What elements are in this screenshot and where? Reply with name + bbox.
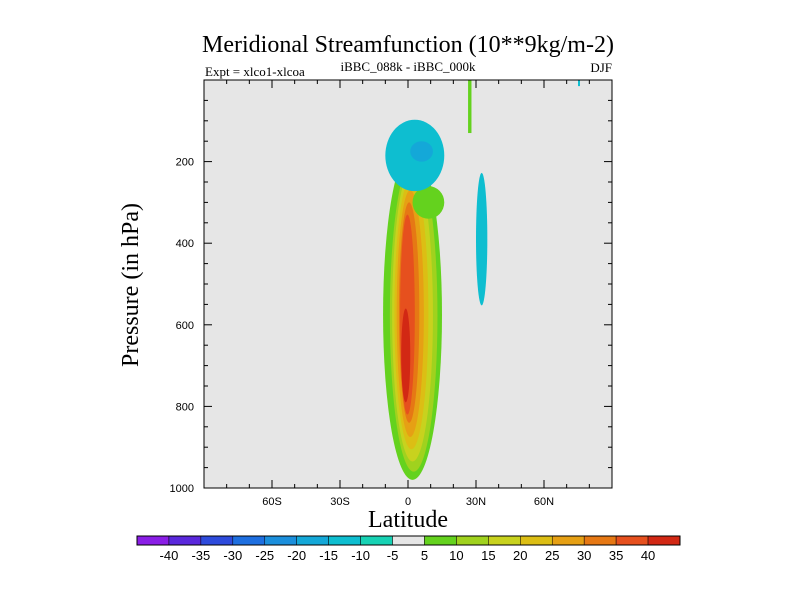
- colorbar-swatch: [136, 535, 170, 546]
- colorbar-label: 10: [449, 548, 463, 563]
- tick-labels: 60S 30S 0 30N 60N 200 400 600 800 1000: [170, 157, 555, 508]
- colorbar-label: -5: [387, 548, 399, 563]
- positive-filament-30n: [468, 80, 472, 134]
- colorbar-label: 5: [421, 548, 428, 563]
- colorbar-swatch: [551, 535, 585, 546]
- x-tick-label: 60S: [262, 496, 282, 508]
- colorbar-label: 40: [641, 548, 655, 563]
- y-axis-label: Pressure (in hPa): [118, 203, 144, 367]
- axis-ticks: [204, 80, 612, 488]
- comparison-label: iBBC_088k - iBBC_000k: [340, 59, 476, 74]
- negative-speck-75n: [578, 80, 580, 87]
- colorbar-label: 15: [481, 548, 495, 563]
- experiment-label: Expt = xlco1-xlcoa: [205, 64, 305, 79]
- contour-fills: [383, 80, 580, 480]
- x-tick-label: 0: [405, 496, 411, 508]
- colorbar-label: -15: [319, 548, 338, 563]
- positive-contour-40: [401, 308, 411, 403]
- colorbar-swatch: [200, 535, 234, 546]
- negative-contour-upper-core: [410, 141, 433, 162]
- season-label: DJF: [590, 60, 612, 75]
- colorbar-label: -30: [223, 548, 242, 563]
- chart-title: Meridional Streamfunction (10**9kg/m-2): [202, 32, 614, 58]
- y-tick-label: 800: [176, 401, 194, 413]
- colorbar-swatch: [424, 535, 457, 546]
- y-tick-label: 400: [176, 238, 194, 250]
- colorbar-label: -20: [287, 548, 306, 563]
- colorbar-label: 25: [545, 548, 559, 563]
- colorbar-swatch: [296, 535, 329, 546]
- colorbar-label: 20: [513, 548, 527, 563]
- colorbar-swatch: [583, 535, 617, 546]
- colorbar-label: -25: [255, 548, 274, 563]
- colorbar-label: -35: [191, 548, 210, 563]
- colorbar-swatch: [232, 535, 266, 546]
- colorbar-label: 35: [609, 548, 623, 563]
- y-tick-label: 1000: [170, 483, 194, 495]
- colorbar-swatch: [647, 535, 681, 546]
- colorbar-label: -40: [160, 548, 179, 563]
- colorbar-swatch: [615, 535, 649, 546]
- colorbar-swatch: [392, 535, 425, 546]
- y-tick-label: 600: [176, 320, 194, 332]
- colorbar-label: 30: [577, 548, 591, 563]
- colorbar-swatch: [168, 535, 202, 546]
- colorbar-swatch: [328, 535, 361, 546]
- x-tick-label: 60N: [534, 496, 554, 508]
- x-axis-label: Latitude: [368, 507, 448, 533]
- colorbar-swatch: [360, 535, 393, 546]
- colorbar-swatch: [488, 535, 521, 546]
- colorbar-frame: [136, 535, 681, 546]
- colorbar: -40 -35 -30 -25 -20 -15 -10 -5 5 10 15 20 25 30 35 40: [136, 535, 681, 563]
- colorbar-label: -10: [351, 548, 370, 563]
- x-tick-label: 30S: [330, 496, 350, 508]
- x-tick-label: 30N: [466, 496, 486, 508]
- y-tick-label: 200: [176, 157, 194, 169]
- colorbar-swatch: [264, 535, 297, 546]
- colorbar-swatch: [456, 535, 489, 546]
- positive-contour-shoulder: [412, 186, 445, 219]
- plot-frame: [203, 79, 613, 489]
- colorbar-swatch: [520, 535, 553, 546]
- negative-contour-30n: [476, 172, 488, 306]
